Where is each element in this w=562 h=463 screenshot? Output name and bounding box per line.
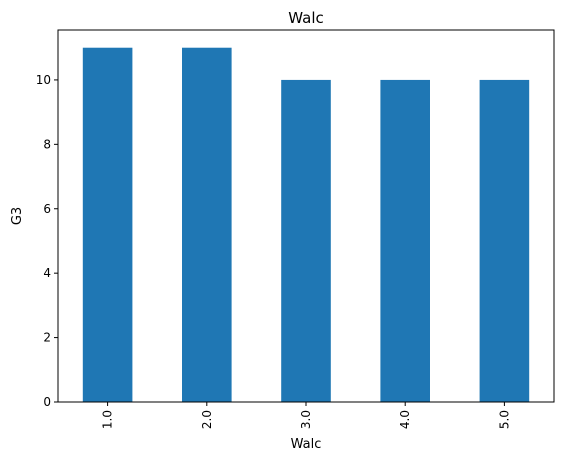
y-tick-label: 2: [43, 331, 51, 345]
bar-1.0: [82, 47, 133, 402]
y-tick-label: 4: [43, 266, 51, 280]
x-tick-label: 2.0: [200, 410, 214, 429]
y-tick-label: 10: [36, 73, 51, 87]
bar-4.0: [380, 79, 430, 402]
x-tick-label: 3.0: [299, 410, 313, 429]
x-tick-label: 4.0: [398, 410, 412, 429]
bars-group: [82, 47, 530, 402]
plot-frame: [57, 29, 555, 403]
x-tick-label: 1.0: [101, 410, 115, 429]
bar-5.0: [479, 79, 530, 402]
bar-2.0: [182, 47, 232, 402]
x-tick-label: 5.0: [497, 410, 511, 429]
x-axis-label: Walc: [291, 437, 322, 452]
y-tick-label: 8: [43, 137, 51, 151]
y-axis-ticks: 0 2 4 6 8 10: [36, 73, 58, 409]
y-tick-label: 0: [43, 395, 51, 409]
y-tick-label: 6: [43, 202, 51, 216]
chart-title: Walc: [288, 9, 323, 27]
x-axis-ticks: 1.0 2.0 3.0 4.0 5.0: [101, 402, 511, 429]
y-axis-label: G3: [10, 207, 25, 225]
bar-3.0: [281, 79, 331, 402]
